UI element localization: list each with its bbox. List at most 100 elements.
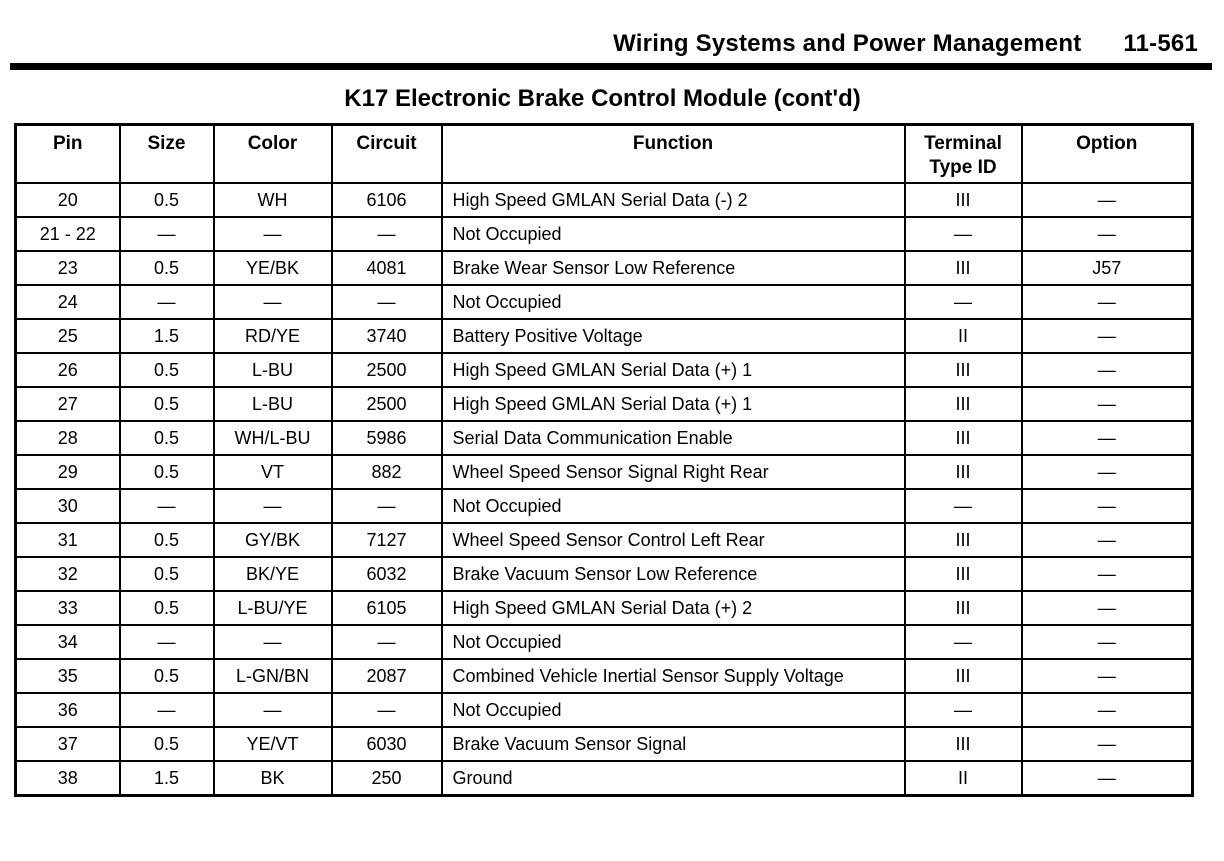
table-cell: 2500 bbox=[330, 386, 443, 422]
table-cell: Battery Positive Voltage bbox=[440, 318, 906, 354]
table-header-row: Pin Size Color Circuit Function Terminal… bbox=[14, 123, 1194, 184]
table-cell: 0.5 bbox=[118, 522, 215, 558]
table-cell: — bbox=[1020, 522, 1194, 558]
table-row: 28 0.5 WH/L-BU 5986 Serial Data Communicatio… bbox=[14, 420, 1194, 456]
table-cell: J57 bbox=[1020, 250, 1194, 286]
table-cell: — bbox=[1020, 658, 1194, 694]
table-cell: Brake Vacuum Sensor Low Reference bbox=[440, 556, 906, 592]
table-cell: III bbox=[903, 556, 1023, 592]
table-cell: 882 bbox=[330, 454, 443, 490]
table-cell: — bbox=[903, 284, 1023, 320]
table-cell: L-BU/YE bbox=[212, 590, 333, 626]
table-cell: 30 bbox=[14, 488, 121, 524]
table-row: 34— — — Not Occupied — — bbox=[14, 624, 1194, 660]
table-cell: 26 bbox=[14, 352, 121, 388]
table-cell: III bbox=[903, 590, 1023, 626]
table-cell: — bbox=[903, 488, 1023, 524]
table-cell: WH/L-BU bbox=[212, 420, 333, 456]
table-cell: 31 bbox=[14, 522, 121, 558]
table-title: K17 Electronic Brake Control Module (con… bbox=[344, 85, 861, 112]
table-cell: 0.5 bbox=[118, 658, 215, 694]
table-cell: YE/VT bbox=[212, 726, 333, 762]
table-row: 38 1.5 BK 250 Ground II — bbox=[14, 760, 1194, 796]
table-cell: 6106 bbox=[330, 182, 443, 218]
table-cell: 0.5 bbox=[118, 182, 215, 218]
table-cell: — bbox=[1020, 454, 1194, 490]
table-cell: 2500 bbox=[330, 352, 443, 388]
table-cell: III bbox=[903, 454, 1023, 490]
table-cell: Ground bbox=[440, 760, 906, 796]
table-cell: — bbox=[212, 692, 333, 728]
table-cell: Not Occupied bbox=[440, 692, 906, 728]
table-cell: 0.5 bbox=[118, 726, 215, 762]
table-cell: 24 bbox=[14, 284, 121, 320]
table-cell: — bbox=[330, 692, 443, 728]
table-cell: L-BU bbox=[212, 352, 333, 388]
table-row: 27 0.5 L-BU 2500 High Speed GMLAN Serial Dat… bbox=[14, 386, 1194, 422]
column-header-color: Color bbox=[212, 123, 333, 184]
table-cell: — bbox=[212, 488, 333, 524]
table-cell: Not Occupied bbox=[440, 488, 906, 524]
column-header-circuit: Circuit bbox=[330, 123, 443, 184]
table-cell: — bbox=[1020, 556, 1194, 592]
table-row: 37 0.5 YE/VT 6030 Brake Vacuum Sensor Signal… bbox=[14, 726, 1194, 762]
table-cell: 4081 bbox=[330, 250, 443, 286]
table-cell: 5986 bbox=[330, 420, 443, 456]
table-cell: VT bbox=[212, 454, 333, 490]
table-cell: — bbox=[118, 624, 215, 660]
table-cell: — bbox=[118, 488, 215, 524]
table-cell: High Speed GMLAN Serial Data (+) 1 bbox=[440, 352, 906, 388]
pinout-table: Pin Size Color Circuit Function Terminal… bbox=[14, 123, 1194, 797]
table-cell: GY/BK bbox=[212, 522, 333, 558]
table-cell: — bbox=[1020, 590, 1194, 626]
table-cell: L-GN/BN bbox=[212, 658, 333, 694]
table-cell: 2087 bbox=[330, 658, 443, 694]
table-cell: III bbox=[903, 522, 1023, 558]
table-cell: III bbox=[903, 182, 1023, 218]
table-cell: — bbox=[1020, 726, 1194, 762]
table-cell: — bbox=[118, 284, 215, 320]
table-cell: — bbox=[1020, 352, 1194, 388]
table-cell: Combined Vehicle Inertial Sensor Supply … bbox=[440, 658, 906, 694]
table-cell: — bbox=[1020, 692, 1194, 728]
table-cell: — bbox=[330, 216, 443, 252]
table-cell: YE/BK bbox=[212, 250, 333, 286]
table-cell: — bbox=[903, 624, 1023, 660]
table-cell: 250 bbox=[330, 760, 443, 796]
table-cell: 37 bbox=[14, 726, 121, 762]
table-row: 23 0.5 YE/BK 4081 Brake Wear Sensor Low Refe… bbox=[14, 250, 1194, 286]
table-cell: 0.5 bbox=[118, 250, 215, 286]
table-cell: 23 bbox=[14, 250, 121, 286]
table-cell: III bbox=[903, 420, 1023, 456]
table-cell: III bbox=[903, 250, 1023, 286]
table-cell: — bbox=[212, 624, 333, 660]
table-cell: III bbox=[903, 386, 1023, 422]
table-cell: — bbox=[1020, 216, 1194, 252]
table-cell: Wheel Speed Sensor Signal Right Rear bbox=[440, 454, 906, 490]
table-cell: 6030 bbox=[330, 726, 443, 762]
table-cell: III bbox=[903, 658, 1023, 694]
table-cell: 0.5 bbox=[118, 352, 215, 388]
column-header-size: Size bbox=[118, 123, 215, 184]
table-cell: 1.5 bbox=[118, 760, 215, 796]
table-cell: 21 - 22 bbox=[14, 216, 121, 252]
table-cell: — bbox=[212, 284, 333, 320]
table-cell: Brake Vacuum Sensor Signal bbox=[440, 726, 906, 762]
table-row: 36— — — Not Occupied — — bbox=[14, 692, 1194, 728]
table-cell: 0.5 bbox=[118, 556, 215, 592]
table-cell: BK bbox=[212, 760, 333, 796]
column-header-pin: Pin bbox=[14, 123, 121, 184]
table-row: 32 0.5 BK/YE 6032 Brake Vacuum Sensor Low Re… bbox=[14, 556, 1194, 592]
table-cell: RD/YE bbox=[212, 318, 333, 354]
table-cell: II bbox=[903, 318, 1023, 354]
table-cell: — bbox=[118, 692, 215, 728]
column-header-function: Function bbox=[440, 123, 906, 184]
table-row: 24— — — Not Occupied — — bbox=[14, 284, 1194, 320]
table-row: 29 0.5 VT 882 Wheel Speed Sensor Signal Righ… bbox=[14, 454, 1194, 490]
table-cell: 7127 bbox=[330, 522, 443, 558]
table-cell: 0.5 bbox=[118, 420, 215, 456]
column-header-terminal-type-id: Terminal Type ID bbox=[903, 123, 1023, 184]
table-cell: High Speed GMLAN Serial Data (-) 2 bbox=[440, 182, 906, 218]
table-cell: L-BU bbox=[212, 386, 333, 422]
